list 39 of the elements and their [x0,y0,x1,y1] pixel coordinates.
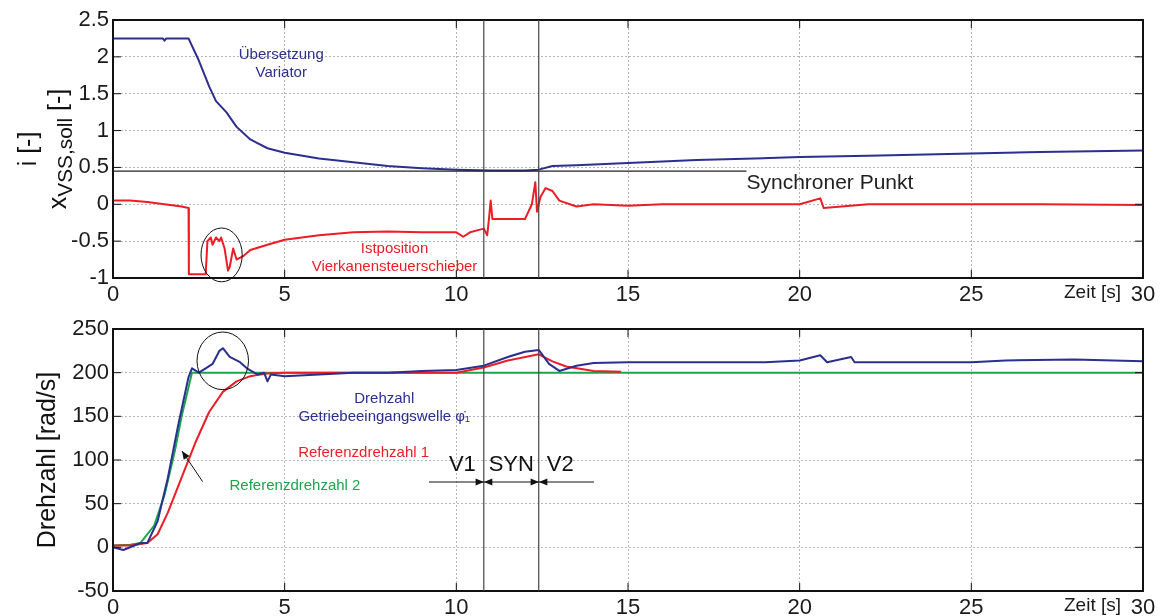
x-tick-label: 25 [959,281,984,307]
x-axis-title: Zeit [s] [1063,593,1121,615]
x-tick-label: 25 [959,594,984,616]
x-tick-label: 15 [615,281,641,307]
y-tick-label: 2.5 [78,6,109,32]
x-tick-label: 30 [1130,594,1156,616]
series-label: Übersetzung Variator [238,45,324,81]
y-tick-label: 2 [96,42,109,68]
y-tick-label: 100 [72,446,109,472]
y-tick-label: -1 [89,264,109,290]
annotation: V1 [448,450,476,476]
text: Referenzdrehzahl 1 [298,443,430,461]
y-axis-title: Drehzahl [rad/s] [31,371,61,549]
x-tick-label: 5 [278,594,291,616]
x-tick-label: 15 [615,594,641,616]
series-label: Drehzahl Getriebeeingangswelle φ̇₁ [298,388,471,424]
text: Referenzdrehzahl 2 [229,476,361,494]
x-tick-label: 30 [1130,281,1156,307]
y-tick-label: 250 [72,315,109,341]
x-axis-title: Zeit [s] [1063,280,1121,302]
y-tick-label: -0.5 [71,227,109,253]
y-tick-label: 50 [84,489,109,515]
y-tick-label: 1.5 [78,79,109,105]
y-tick-label: 0 [96,190,109,216]
y-tick-label: 150 [72,402,109,428]
y-tick-label: 1 [96,116,109,142]
series-label: Istposition Vierkanensteuerschieber [311,238,478,274]
y-tick-label: 0 [96,533,109,559]
y-tick-label: 200 [72,358,109,384]
x-tick-label: 10 [444,281,469,307]
y-tick-label: -50 [77,577,109,603]
x-tick-label: 10 [444,594,469,616]
annotation: V2 [546,450,574,476]
x-tick-label: 20 [787,594,812,616]
y-tick-label: 0.5 [78,153,109,179]
ref-line-label: Synchroner Punkt [746,170,914,194]
annotation: SYN [488,450,534,476]
x-tick-label: 20 [787,281,812,307]
x-tick-label: 5 [278,281,291,307]
